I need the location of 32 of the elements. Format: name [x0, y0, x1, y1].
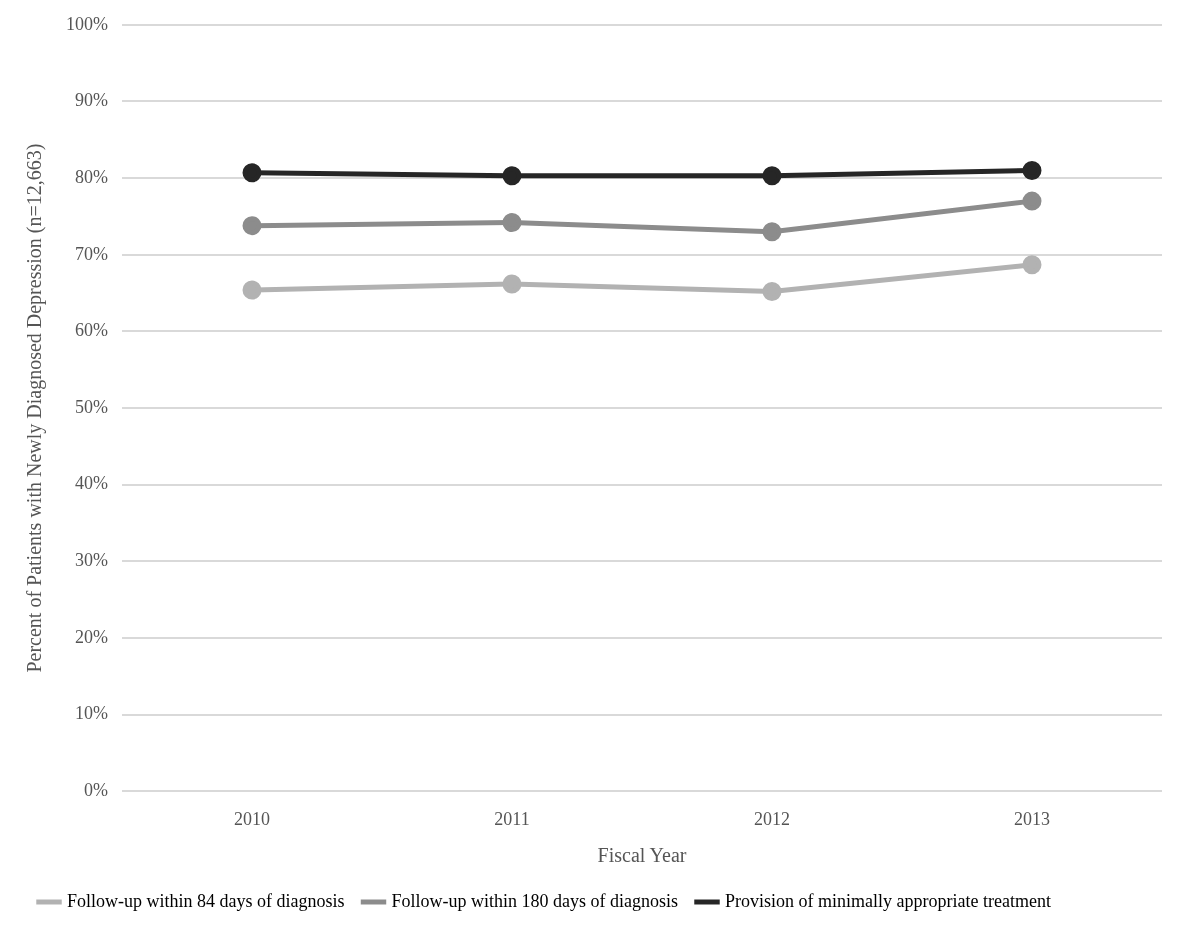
y-tick-label: 70% — [74, 243, 108, 264]
y-tick-label: 100% — [65, 13, 108, 34]
x-tick-label: 2010 — [233, 808, 270, 829]
y-tick-label: 50% — [74, 396, 108, 417]
x-tick-label: 2011 — [494, 808, 530, 829]
legend-label: Provision of minimally appropriate treatment — [724, 890, 1051, 911]
x-axis-title: Fiscal Year — [597, 844, 687, 867]
y-tick-label: 80% — [74, 166, 108, 187]
y-tick-label: 90% — [74, 90, 108, 111]
y-tick-label: 0% — [83, 780, 108, 801]
x-tick-label: 2013 — [1014, 808, 1050, 829]
legend-label: Follow-up within 180 days of diagnosis — [391, 890, 678, 911]
point — [1022, 160, 1042, 180]
legend-label: Follow-up within 84 days of diagnosis — [67, 890, 345, 911]
y-tick-label: 40% — [74, 473, 108, 494]
point — [502, 166, 522, 186]
point — [1022, 255, 1042, 275]
point — [502, 274, 522, 294]
x-tick-label: 2012 — [754, 808, 790, 829]
y-tick-label: 30% — [74, 550, 108, 571]
y-tick-label: 10% — [74, 703, 108, 724]
point — [242, 163, 262, 183]
point — [242, 216, 262, 236]
point — [1022, 191, 1042, 211]
point — [762, 222, 782, 242]
y-tick-label: 20% — [74, 626, 108, 647]
point — [502, 213, 522, 233]
point — [762, 166, 782, 186]
y-tick-label: 60% — [74, 320, 108, 341]
point — [762, 282, 782, 302]
point — [242, 280, 262, 300]
y-axis-title: Percent of Patients with Newly Diagnosed Depression (n=12,663) — [23, 143, 47, 673]
